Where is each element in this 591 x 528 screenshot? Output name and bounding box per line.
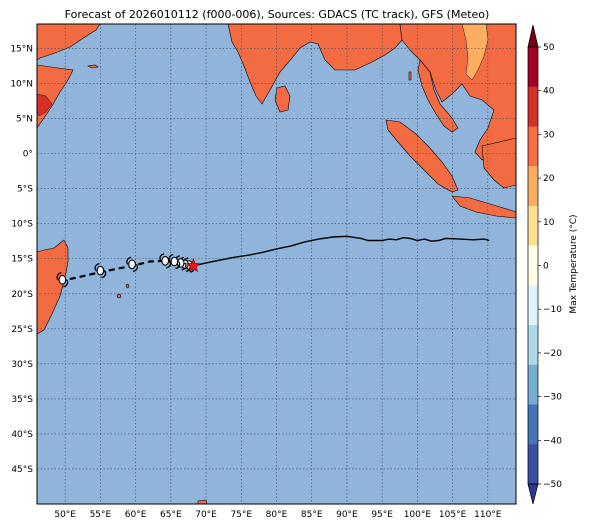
lat-tick-label: 0°: [23, 150, 33, 160]
colorbar-tick-label: 0: [543, 262, 549, 272]
lon-tick-label: 85°E: [301, 510, 323, 520]
lat-tick-label: 20°S: [11, 290, 33, 300]
colorbar-segment: [528, 47, 538, 88]
chart-title: Forecast of 2026010112 (f000-006), Sourc…: [65, 8, 490, 21]
land-somalia: [37, 64, 74, 129]
lat-tick-label: 35°S: [11, 395, 33, 405]
land-borneo: [481, 137, 516, 189]
land-islet-south: [197, 499, 208, 504]
latitude-ticks: 15°N 10°N 5°N 0° 5°S 10°S 15°S 20°S 25°S 30°S 35°S…: [10, 45, 33, 475]
lon-tick-label: 90°E: [336, 510, 358, 520]
land-layer: [37, 24, 516, 504]
lon-tick-label: 95°E: [371, 510, 393, 520]
lon-tick-label: 105°E: [439, 510, 467, 520]
land-indochina-warm: [461, 24, 489, 81]
lon-tick-label: 65°E: [160, 510, 182, 520]
colorbar-segment: [528, 205, 538, 247]
tc-past-track: [193, 235, 490, 267]
colorbar-tick-label: −20: [543, 349, 562, 359]
cyclone-symbol-icon: [159, 253, 172, 269]
land-madagascar: [37, 239, 69, 335]
land-somalia-hot: [37, 93, 53, 117]
colorbar-segment: [528, 166, 538, 207]
land-mauritius: [125, 283, 130, 289]
colorbar-tick-label: −30: [543, 393, 562, 403]
map-frame: [36, 23, 517, 505]
land-arabia: [37, 24, 101, 61]
colorbar-segment: [528, 325, 538, 366]
longitude-ticks: 50°E 55°E 60°E 65°E 70°E 75°E 80°E 85°E 90°E 95°E…: [54, 510, 501, 520]
lat-tick-label: 5°N: [16, 115, 33, 125]
lon-tick-label: 60°E: [125, 510, 147, 520]
colorbar-segment: [528, 404, 538, 445]
colorbar-segment: [528, 364, 538, 405]
colorbar-segment: [528, 444, 538, 485]
lat-tick-label: 40°S: [11, 430, 33, 440]
land-srilanka: [274, 85, 291, 113]
colorbar: 50 40 30 20 10 0 −10 −20 −30 −40 −50: [527, 24, 562, 505]
current-position-star-icon: [185, 257, 201, 273]
land-india: [227, 24, 403, 105]
lon-tick-label: 110°E: [474, 510, 502, 520]
lat-tick-label: 15°S: [11, 255, 33, 265]
lon-tick-label: 100°E: [404, 510, 432, 520]
land-socotra: [87, 64, 99, 69]
colorbar-segment: [528, 86, 538, 127]
land-sumatra: [385, 119, 459, 193]
lon-tick-label: 70°E: [195, 510, 217, 520]
colorbar-label: Max Temperature (°C): [569, 214, 579, 313]
lon-tick-label: 55°E: [90, 510, 112, 520]
lat-tick-label: 25°S: [11, 325, 33, 335]
lat-tick-label: 10°S: [11, 220, 33, 230]
colorbar-segment: [528, 126, 538, 167]
lat-tick-label: 30°S: [11, 360, 33, 370]
colorbar-tick-label: 50: [543, 43, 555, 53]
lon-tick-label: 75°E: [230, 510, 252, 520]
cyclone-symbol-icon: [56, 272, 69, 288]
land-java: [451, 195, 516, 219]
colorbar-segment: [528, 285, 538, 326]
colorbar-segment: [528, 245, 538, 286]
lat-tick-label: 15°N: [10, 45, 33, 55]
cyclone-symbol-icon: [126, 256, 138, 272]
colorbar-tick-label: 40: [543, 87, 555, 97]
colorbar-tick-label: 10: [543, 218, 555, 228]
lon-tick-label: 50°E: [54, 510, 76, 520]
graticule: [37, 24, 516, 504]
tc-track-layer: [56, 235, 490, 288]
colorbar-tick-label: −40: [543, 436, 562, 446]
colorbar-extend-min: [527, 483, 539, 505]
lat-tick-label: 5°S: [17, 185, 33, 195]
cyclone-symbol-icon: [94, 263, 107, 279]
colorbar-tick-label: −50: [543, 480, 562, 490]
land-reunion: [116, 293, 122, 299]
colorbar-tick-label: 30: [543, 130, 555, 140]
land-malay: [417, 59, 459, 133]
lat-tick-label: 45°S: [11, 465, 33, 475]
land-andaman: [408, 71, 412, 81]
lat-tick-label: 10°N: [10, 80, 33, 90]
colorbar-tick-label: 20: [543, 174, 555, 184]
colorbar-tick-label: −10: [543, 305, 562, 315]
colorbar-extend-max: [527, 24, 539, 48]
lon-tick-label: 80°E: [266, 510, 288, 520]
